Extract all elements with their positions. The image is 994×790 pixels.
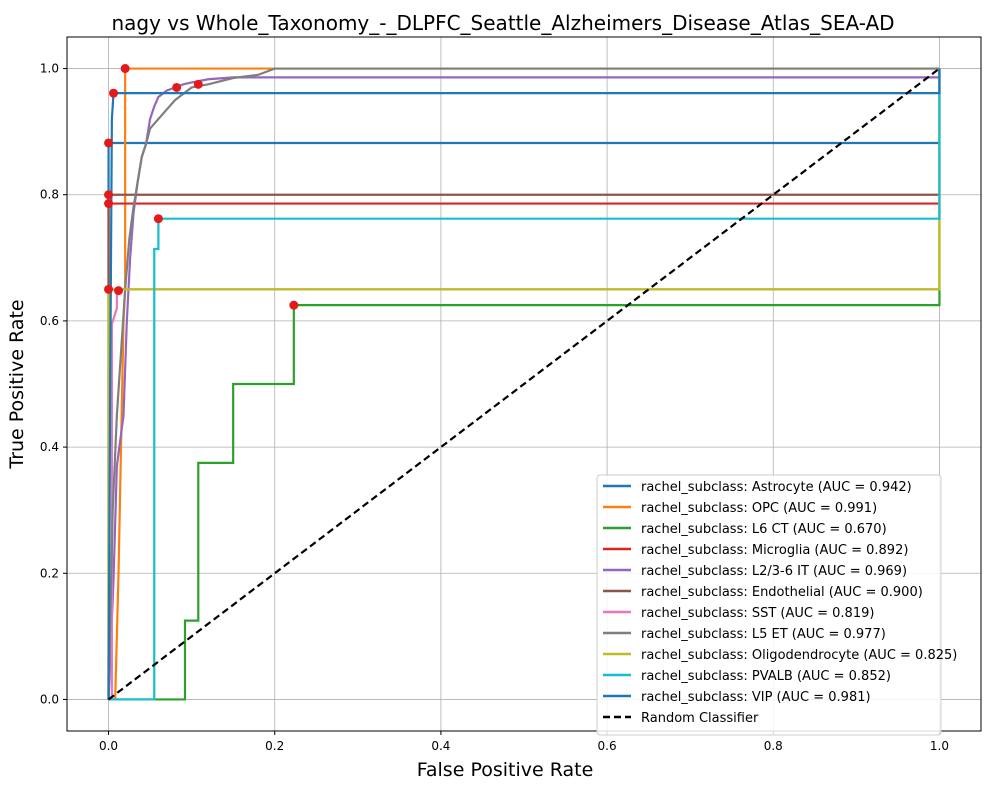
threshold-point-0 bbox=[104, 138, 114, 148]
legend-label-10: rachel_subclass: VIP (AUC = 0.981) bbox=[641, 690, 871, 705]
series-line-10 bbox=[107, 68, 941, 700]
x-tick-label: 0.0 bbox=[99, 739, 118, 753]
legend-label-9: rachel_subclass: PVALB (AUC = 0.852) bbox=[641, 669, 891, 684]
threshold-point-10 bbox=[109, 88, 119, 98]
y-tick-label: 0.0 bbox=[40, 692, 59, 706]
x-tick-label: 0.8 bbox=[764, 739, 783, 753]
legend-label-5: rachel_subclass: Endothelial (AUC = 0.90… bbox=[641, 585, 923, 600]
x-tick-label: 0.2 bbox=[265, 739, 284, 753]
legend-label-4: rachel_subclass: L2/3-6 IT (AUC = 0.969) bbox=[641, 564, 907, 579]
legend-label-0: rachel_subclass: Astrocyte (AUC = 0.942) bbox=[641, 480, 912, 495]
threshold-point-4 bbox=[193, 79, 203, 89]
threshold-point-9 bbox=[153, 214, 163, 224]
threshold-point-6 bbox=[114, 286, 124, 296]
chart-title: nagy vs Whole_Taxonomy_-_DLPFC_Seattle_A… bbox=[111, 11, 894, 35]
threshold-point-1 bbox=[120, 64, 130, 74]
series-line-2 bbox=[108, 68, 941, 701]
y-tick-label: 0.6 bbox=[40, 314, 59, 328]
legend-label-3: rachel_subclass: Microglia (AUC = 0.892) bbox=[641, 543, 908, 558]
threshold-point-5 bbox=[104, 190, 114, 200]
legend-label-2: rachel_subclass: L6 CT (AUC = 0.670) bbox=[641, 522, 887, 537]
y-tick-label: 1.0 bbox=[40, 62, 59, 76]
series-line-11 bbox=[107, 67, 941, 701]
series-line-7 bbox=[107, 67, 940, 700]
x-axis-title: False Positive Rate bbox=[417, 759, 594, 781]
legend-label-6: rachel_subclass: SST (AUC = 0.819) bbox=[641, 606, 874, 621]
threshold-point-7 bbox=[172, 82, 182, 92]
legend-label-11: Random Classifier bbox=[641, 711, 759, 726]
threshold-point-3 bbox=[104, 199, 114, 209]
threshold-point-8 bbox=[104, 284, 114, 294]
legend-label-1: rachel_subclass: OPC (AUC = 0.991) bbox=[641, 501, 877, 516]
y-tick-label: 0.2 bbox=[40, 566, 59, 580]
x-tick-label: 1.0 bbox=[930, 739, 949, 753]
threshold-point-2 bbox=[289, 300, 299, 310]
y-axis-title: True Positive Rate bbox=[6, 299, 28, 469]
legend-box bbox=[596, 474, 942, 736]
legend-label-8: rachel_subclass: Oligodendrocyte (AUC = … bbox=[641, 648, 957, 663]
series-line-9 bbox=[108, 68, 941, 701]
axis-ticks: 0.0 0.2 0.4 0.6 0.8 1.0 0.0 0.2 0.4 0.6 0.8 1.0 bbox=[40, 62, 949, 753]
plot-frame bbox=[66, 36, 982, 732]
y-tick-label: 0.4 bbox=[40, 440, 59, 454]
legend-label-7: rachel_subclass: L5 ET (AUC = 0.977) bbox=[641, 627, 886, 642]
plot-area bbox=[104, 64, 941, 701]
legend: rachel_subclass: Astrocyte (AUC = 0.942)… bbox=[596, 474, 957, 736]
y-tick-label: 0.8 bbox=[40, 188, 59, 202]
x-tick-label: 0.6 bbox=[598, 739, 617, 753]
x-tick-label: 0.4 bbox=[431, 739, 450, 753]
